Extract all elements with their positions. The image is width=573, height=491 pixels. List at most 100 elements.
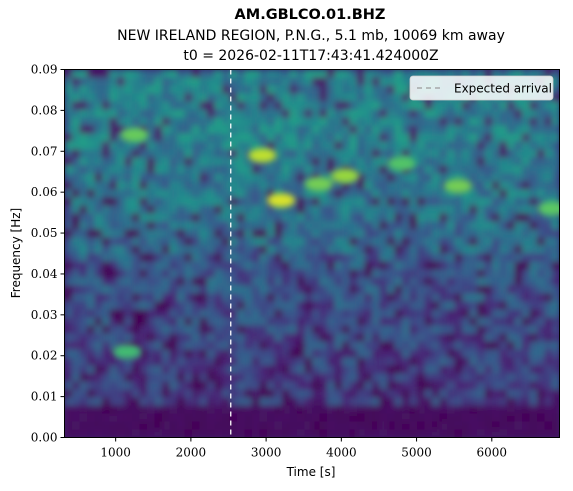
- heatmap-cell: [177, 109, 186, 119]
- heatmap-cell: [552, 237, 560, 247]
- heatmap-cell: [544, 397, 553, 407]
- heatmap-cell: [177, 173, 186, 183]
- heatmap-cell: [552, 133, 560, 143]
- heatmap-cell: [544, 165, 553, 175]
- heatmap-cell: [484, 397, 493, 407]
- heatmap-cell: [169, 205, 178, 215]
- heatmap-cell: [177, 77, 186, 87]
- heatmap-cell: [162, 341, 171, 351]
- heatmap-cell: [342, 333, 351, 343]
- heatmap-cell: [522, 261, 531, 271]
- heatmap-cell: [124, 173, 133, 183]
- heatmap-cell: [192, 221, 201, 231]
- heatmap-cell: [207, 165, 216, 175]
- heatmap-cell: [267, 293, 276, 303]
- heatmap-cell: [162, 93, 171, 103]
- heatmap-cell: [117, 197, 126, 207]
- heatmap-cell: [169, 69, 178, 79]
- heatmap-cell: [552, 285, 560, 295]
- heatmap-cell: [102, 325, 111, 335]
- heatmap-cell: [357, 125, 366, 135]
- heatmap-cell: [439, 309, 448, 319]
- heatmap-cell: [447, 333, 456, 343]
- heatmap-cell: [447, 237, 456, 247]
- heatmap-cell: [102, 165, 111, 175]
- heatmap-cell: [312, 301, 321, 311]
- heatmap-cell: [529, 341, 538, 351]
- heatmap-cell: [177, 325, 186, 335]
- heatmap-cell: [372, 229, 381, 239]
- heatmap-cell: [64, 309, 73, 319]
- heatmap-cell: [169, 405, 178, 415]
- heatmap-cell: [184, 133, 193, 143]
- heatmap-cell: [237, 229, 246, 239]
- heatmap-cell: [229, 317, 238, 327]
- heatmap-cell: [544, 141, 553, 151]
- heatmap-cell: [447, 173, 456, 183]
- heatmap-cell: [364, 125, 373, 135]
- heatmap-cell: [522, 421, 531, 431]
- heatmap-cell: [297, 397, 306, 407]
- heatmap-cell: [492, 269, 501, 279]
- heatmap-cell: [357, 221, 366, 231]
- heatmap-cell: [87, 421, 96, 431]
- heatmap-cell: [222, 189, 231, 199]
- heatmap-cell: [319, 165, 328, 175]
- heatmap-cell: [132, 93, 141, 103]
- heatmap-cell: [514, 117, 523, 127]
- heatmap-cell: [507, 309, 516, 319]
- heatmap-cell: [282, 397, 291, 407]
- heatmap-cell: [237, 141, 246, 151]
- heatmap-cell: [454, 309, 463, 319]
- heatmap-cell: [379, 349, 388, 359]
- heatmap-cell: [394, 285, 403, 295]
- heatmap-cell: [117, 133, 126, 143]
- heatmap-cell: [507, 285, 516, 295]
- heatmap-cell: [282, 317, 291, 327]
- heatmap-cell: [207, 237, 216, 247]
- heatmap-cell: [214, 101, 223, 111]
- heatmap-cell: [357, 309, 366, 319]
- heatmap-cell: [334, 253, 343, 263]
- heatmap-cell: [357, 373, 366, 383]
- heatmap-cell: [537, 189, 546, 199]
- heatmap-cell: [244, 85, 253, 95]
- heatmap-cell: [469, 213, 478, 223]
- heatmap-cell: [387, 309, 396, 319]
- heatmap-cell: [169, 141, 178, 151]
- heatmap-cell: [169, 77, 178, 87]
- heatmap-cell: [499, 253, 508, 263]
- heatmap-cell: [492, 277, 501, 287]
- heatmap-cell: [537, 261, 546, 271]
- heatmap-cell: [327, 397, 336, 407]
- heatmap-cell: [117, 325, 126, 335]
- heatmap-cell: [109, 117, 118, 127]
- heatmap-cell: [304, 389, 313, 399]
- heatmap-cell: [334, 405, 343, 415]
- heatmap-cell: [342, 221, 351, 231]
- heatmap-cell: [364, 165, 373, 175]
- heatmap-cell: [357, 245, 366, 255]
- heatmap-cell: [79, 421, 88, 431]
- heatmap-cell: [462, 157, 471, 167]
- heatmap-cell: [402, 237, 411, 247]
- heatmap-cell: [402, 309, 411, 319]
- heatmap-cell: [222, 173, 231, 183]
- heatmap-cell: [244, 277, 253, 287]
- heatmap-cell: [207, 381, 216, 391]
- heatmap-cell: [484, 189, 493, 199]
- heatmap-cell: [379, 197, 388, 207]
- heatmap-cell: [492, 301, 501, 311]
- heatmap-cell: [162, 213, 171, 223]
- heatmap-cell: [184, 109, 193, 119]
- heatmap-cell: [372, 357, 381, 367]
- heatmap-cell: [514, 421, 523, 431]
- heatmap-cell: [274, 325, 283, 335]
- heatmap-cell: [394, 205, 403, 215]
- heatmap-cell: [244, 101, 253, 111]
- heatmap-cell: [544, 229, 553, 239]
- heatmap-cell: [552, 221, 560, 231]
- heatmap-cell: [492, 213, 501, 223]
- heatmap-cell: [109, 197, 118, 207]
- heatmap-cell: [207, 149, 216, 159]
